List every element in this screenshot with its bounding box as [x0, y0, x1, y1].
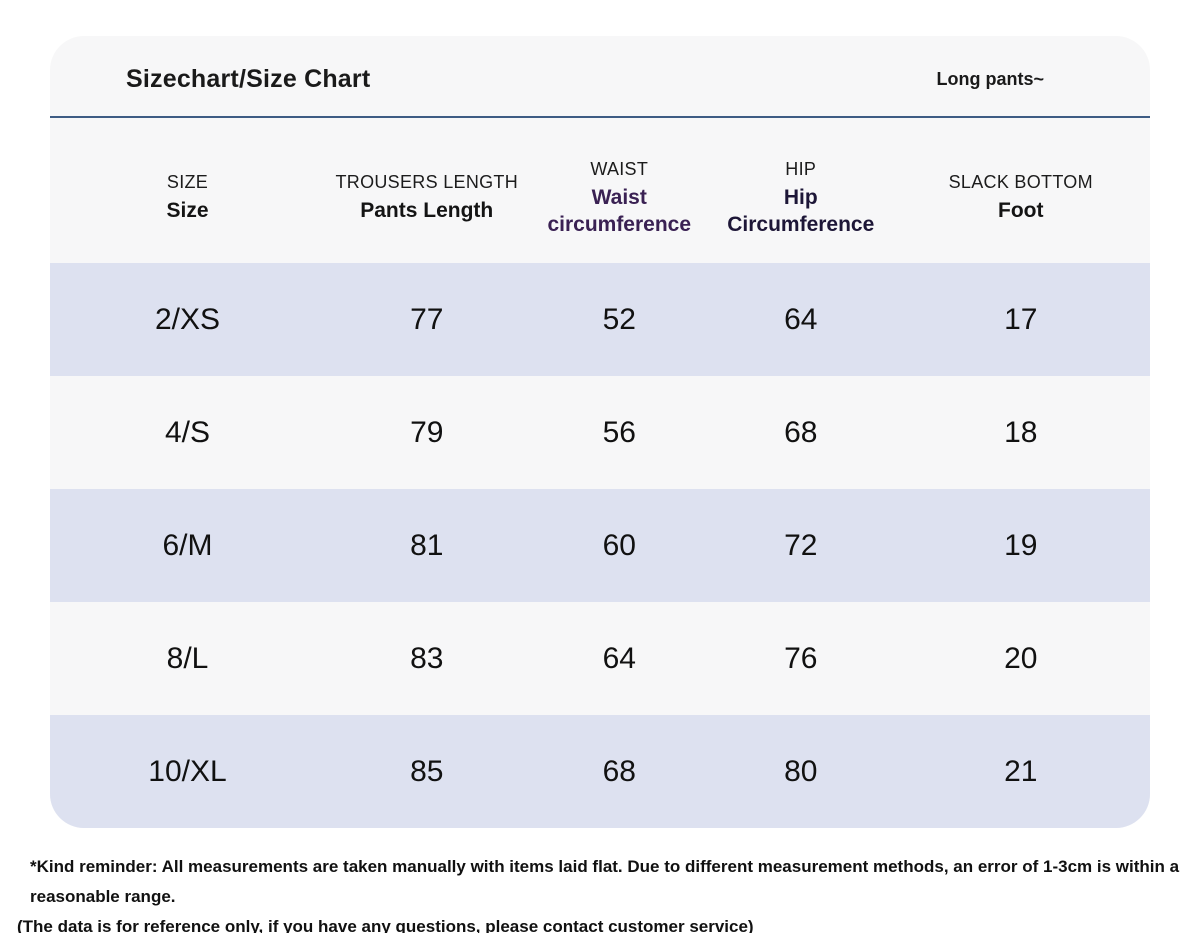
- foot-cell: 17: [1004, 302, 1038, 336]
- waist-cell: 68: [602, 754, 636, 788]
- waist-cell: 52: [602, 302, 636, 336]
- pants-length-cell: 77: [410, 302, 444, 336]
- size-cell: 2/XS: [154, 302, 221, 336]
- column-header-pants-length-label: Pants Length: [360, 199, 494, 223]
- foot-cell: 21: [1004, 754, 1038, 788]
- table-row-2xs: 2/XS 77 52 64 17: [50, 263, 1150, 376]
- column-header-trousers-length-caps: TROUSERS LENGTH: [335, 172, 519, 193]
- column-header-hip-label: Hip Circumference: [727, 186, 875, 236]
- column-header-waist: WAIST Waist circumference: [529, 118, 711, 263]
- foot-cell: 19: [1004, 528, 1038, 562]
- waist-cell: 64: [602, 641, 636, 675]
- table-row-6m: 6/M 81 60 72 19: [50, 489, 1150, 602]
- column-header-waist-label: Waist circumference: [547, 186, 692, 236]
- table-row-4s: 4/S 79 56 68 18: [50, 376, 1150, 489]
- hip-cell: 80: [784, 754, 818, 788]
- column-header-waist-caps: WAIST: [590, 159, 649, 180]
- column-header-hip: HIP Hip Circumference: [710, 118, 892, 263]
- column-header-size-label: Size: [166, 199, 209, 223]
- size-cell: 10/XL: [148, 754, 227, 788]
- hip-cell: 72: [784, 528, 818, 562]
- page-title: Sizechart/Size Chart: [126, 64, 371, 93]
- foot-cell: 20: [1004, 641, 1038, 675]
- hip-cell: 68: [784, 415, 818, 449]
- card-header: Sizechart/Size Chart Long pants~: [50, 36, 1150, 118]
- size-cell: 4/S: [164, 415, 211, 449]
- pants-length-cell: 81: [410, 528, 444, 562]
- pants-length-cell: 79: [410, 415, 444, 449]
- table-header-row: SIZE Size TROUSERS LENGTH Pants Length W…: [50, 118, 1150, 263]
- hip-cell: 76: [784, 641, 818, 675]
- pants-length-cell: 83: [410, 641, 444, 675]
- pants-length-cell: 85: [410, 754, 444, 788]
- foot-cell: 18: [1004, 415, 1038, 449]
- size-cell: 8/L: [166, 641, 209, 675]
- waist-cell: 56: [602, 415, 636, 449]
- column-header-hip-caps: HIP: [785, 159, 817, 180]
- column-header-slack-bottom: SLACK BOTTOM Foot: [892, 118, 1151, 263]
- size-chart-card: Sizechart/Size Chart Long pants~ SIZE Si…: [50, 36, 1150, 828]
- footer-note: *Kind reminder: All measurements are tak…: [0, 852, 1200, 933]
- size-cell: 6/M: [162, 528, 213, 562]
- column-header-foot-label: Foot: [998, 199, 1044, 223]
- column-header-size-caps: SIZE: [166, 172, 209, 193]
- table-row-8l: 8/L 83 64 76 20: [50, 602, 1150, 715]
- table-row-10xl: 10/XL 85 68 80 21: [50, 715, 1150, 828]
- footer-note-line2: (The data is for reference only, if you …: [17, 917, 754, 933]
- size-table: SIZE Size TROUSERS LENGTH Pants Length W…: [50, 118, 1150, 828]
- column-header-slack-bottom-caps: SLACK BOTTOM: [948, 172, 1093, 193]
- hip-cell: 64: [784, 302, 818, 336]
- garment-type-label: Long pants~: [936, 68, 1045, 89]
- column-header-size: SIZE Size: [50, 118, 325, 263]
- waist-cell: 60: [602, 528, 636, 562]
- footer-note-line1: *Kind reminder: All measurements are tak…: [30, 857, 1180, 906]
- column-header-trousers-length: TROUSERS LENGTH Pants Length: [325, 118, 529, 263]
